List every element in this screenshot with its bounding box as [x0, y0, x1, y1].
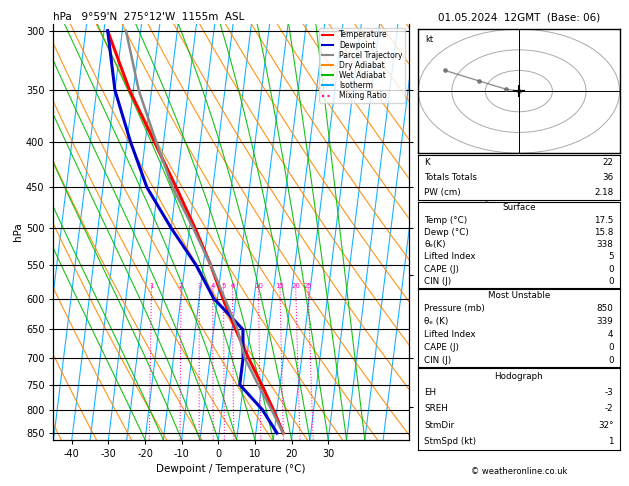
Text: 5: 5 [608, 253, 613, 261]
Text: 1: 1 [608, 437, 613, 446]
Text: hPa   9°59'N  275°12'W  1155m  ASL: hPa 9°59'N 275°12'W 1155m ASL [53, 12, 245, 22]
Text: Temp (°C): Temp (°C) [425, 216, 467, 225]
Text: 36: 36 [603, 173, 613, 182]
Text: LCL: LCL [437, 429, 454, 437]
Text: K: K [425, 158, 430, 167]
Text: Dewp (°C): Dewp (°C) [425, 228, 469, 237]
Text: 25: 25 [304, 283, 313, 289]
Text: CIN (J): CIN (J) [425, 356, 452, 365]
Text: CIN (J): CIN (J) [425, 277, 452, 286]
X-axis label: Dewpoint / Temperature (°C): Dewpoint / Temperature (°C) [157, 465, 306, 474]
Text: Lifted Index: Lifted Index [425, 253, 476, 261]
Text: 0: 0 [608, 265, 613, 274]
Text: kt: kt [425, 35, 433, 44]
Text: 10: 10 [254, 283, 263, 289]
Text: 338: 338 [597, 240, 613, 249]
Text: Lifted Index: Lifted Index [425, 330, 476, 339]
Text: 20: 20 [291, 283, 300, 289]
Text: -3: -3 [604, 388, 613, 397]
Text: θₑ (K): θₑ (K) [425, 317, 448, 326]
Legend: Temperature, Dewpoint, Parcel Trajectory, Dry Adiabat, Wet Adiabat, Isotherm, Mi: Temperature, Dewpoint, Parcel Trajectory… [320, 28, 405, 103]
Y-axis label: hPa: hPa [13, 223, 23, 242]
Text: Pressure (mb): Pressure (mb) [425, 304, 485, 313]
Text: 850: 850 [597, 304, 613, 313]
Text: StmSpd (kt): StmSpd (kt) [425, 437, 476, 446]
Text: 17.5: 17.5 [594, 216, 613, 225]
Text: 22: 22 [603, 158, 613, 167]
Text: 0: 0 [608, 356, 613, 365]
Text: 6: 6 [230, 283, 235, 289]
Text: -2: -2 [605, 404, 613, 414]
Text: 3: 3 [197, 283, 202, 289]
Text: © weatheronline.co.uk: © weatheronline.co.uk [470, 467, 567, 476]
Text: 4: 4 [608, 330, 613, 339]
Text: Totals Totals: Totals Totals [425, 173, 477, 182]
Text: 15: 15 [276, 283, 284, 289]
Text: 32°: 32° [598, 421, 613, 430]
Text: Surface: Surface [502, 203, 536, 212]
Text: 5: 5 [221, 283, 226, 289]
Text: Most Unstable: Most Unstable [488, 291, 550, 300]
Text: EH: EH [425, 388, 437, 397]
Text: 0: 0 [608, 277, 613, 286]
Text: 0: 0 [608, 343, 613, 352]
Y-axis label: km
ASL: km ASL [430, 232, 447, 251]
Text: 2: 2 [179, 283, 183, 289]
Text: 01.05.2024  12GMT  (Base: 06): 01.05.2024 12GMT (Base: 06) [438, 12, 600, 22]
Text: 339: 339 [597, 317, 613, 326]
Text: SREH: SREH [425, 404, 448, 414]
Text: 15.8: 15.8 [594, 228, 613, 237]
Text: StmDir: StmDir [425, 421, 455, 430]
Text: PW (cm): PW (cm) [425, 188, 461, 197]
Text: Mixing Ratio (g/kg): Mixing Ratio (g/kg) [482, 192, 491, 272]
Text: 4: 4 [211, 283, 215, 289]
Text: 2.18: 2.18 [594, 188, 613, 197]
Text: Hodograph: Hodograph [494, 372, 543, 381]
Text: CAPE (J): CAPE (J) [425, 265, 459, 274]
Text: 1: 1 [149, 283, 153, 289]
Text: θₑ(K): θₑ(K) [425, 240, 446, 249]
Text: CAPE (J): CAPE (J) [425, 343, 459, 352]
